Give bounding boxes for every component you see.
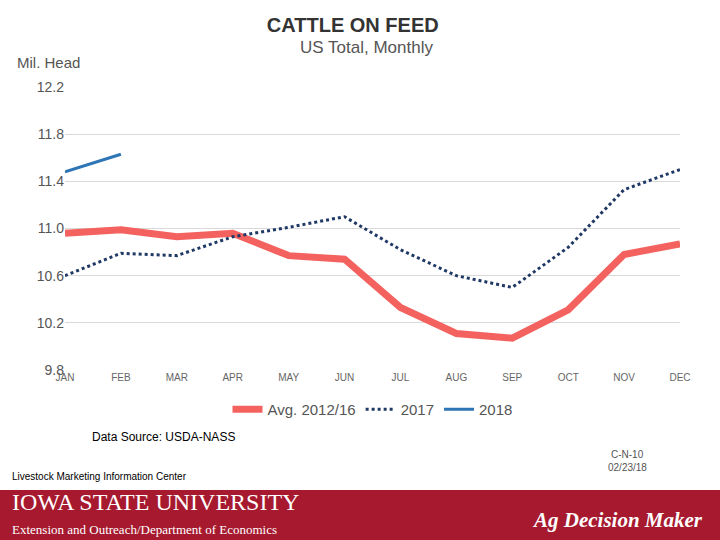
svg-text:CATTLE ON FEED: CATTLE ON FEED bbox=[267, 14, 439, 36]
svg-text:AUG: AUG bbox=[446, 372, 468, 383]
svg-text:10.6: 10.6 bbox=[37, 268, 64, 284]
svg-text:JAN: JAN bbox=[56, 372, 75, 383]
svg-text:2018: 2018 bbox=[479, 401, 512, 418]
svg-text:Avg. 2012/16: Avg. 2012/16 bbox=[268, 401, 356, 418]
svg-text:11.0: 11.0 bbox=[38, 220, 64, 236]
svg-text:12.2: 12.2 bbox=[37, 79, 64, 95]
svg-text:OCT: OCT bbox=[558, 372, 579, 383]
svg-text:JUL: JUL bbox=[392, 372, 410, 383]
svg-text:Livestock Marketing Informatio: Livestock Marketing Information Center bbox=[12, 471, 187, 482]
svg-text:JUN: JUN bbox=[335, 372, 354, 383]
svg-text:2017: 2017 bbox=[401, 401, 434, 418]
svg-text:US Total, Monthly: US Total, Monthly bbox=[300, 38, 433, 57]
svg-text:APR: APR bbox=[222, 372, 243, 383]
svg-text:10.2: 10.2 bbox=[37, 315, 64, 331]
svg-text:Mil. Head: Mil. Head bbox=[17, 54, 80, 71]
svg-text:SEP: SEP bbox=[502, 372, 522, 383]
svg-text:C-N-10: C-N-10 bbox=[611, 449, 644, 460]
svg-text:9.8: 9.8 bbox=[45, 362, 65, 378]
svg-text:Ag Decision Maker: Ag Decision Maker bbox=[532, 508, 703, 532]
svg-text:FEB: FEB bbox=[111, 372, 131, 383]
svg-text:11.8: 11.8 bbox=[38, 126, 64, 142]
svg-text:MAY: MAY bbox=[278, 372, 299, 383]
svg-text:MAR: MAR bbox=[166, 372, 188, 383]
svg-text:IOWA STATE UNIVERSITY: IOWA STATE UNIVERSITY bbox=[12, 489, 299, 515]
svg-text:NOV: NOV bbox=[613, 372, 635, 383]
svg-text:Extension and Outreach/Departm: Extension and Outreach/Department of Eco… bbox=[12, 522, 277, 537]
svg-text:02/23/18: 02/23/18 bbox=[608, 462, 647, 473]
svg-text:DEC: DEC bbox=[669, 372, 690, 383]
svg-text:Data Source: USDA-NASS: Data Source: USDA-NASS bbox=[92, 430, 235, 444]
svg-text:11.4: 11.4 bbox=[38, 173, 64, 189]
